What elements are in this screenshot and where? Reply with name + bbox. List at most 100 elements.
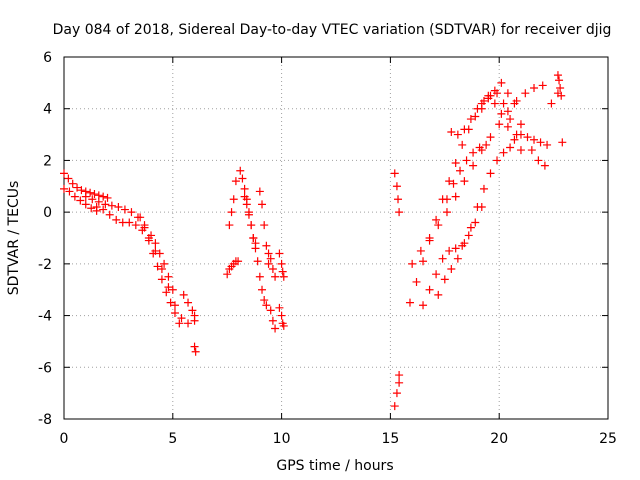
chart-title: Day 084 of 2018, Sidereal Day-to-day VTE… — [53, 22, 612, 38]
data-point — [99, 192, 108, 201]
data-point — [73, 183, 82, 192]
data-point — [416, 246, 425, 255]
data-point — [127, 208, 136, 217]
data-point — [438, 254, 447, 263]
y-tick-label: -4 — [38, 309, 52, 325]
data-point — [65, 187, 74, 196]
x-axis-label: GPS time / hours — [276, 458, 393, 474]
data-point — [184, 298, 193, 307]
data-point — [190, 342, 199, 351]
x-tick-label: 20 — [490, 431, 508, 447]
data-point — [151, 239, 160, 248]
data-point — [275, 303, 284, 312]
data-point — [475, 143, 484, 152]
data-point — [223, 270, 232, 279]
data-point — [262, 301, 271, 310]
grid — [64, 57, 608, 419]
data-point — [425, 234, 434, 242]
data-point — [70, 192, 79, 201]
data-point — [558, 138, 567, 147]
data-point — [170, 301, 179, 310]
data-point — [120, 205, 129, 214]
data-point — [497, 109, 506, 118]
data-point — [442, 208, 451, 217]
data-point — [453, 130, 462, 139]
data-point — [445, 246, 454, 255]
data-point — [157, 275, 166, 284]
x-tick-label: 10 — [273, 431, 291, 447]
data-point — [464, 231, 473, 240]
data-point — [164, 272, 173, 281]
data-point — [543, 140, 552, 149]
data-point — [538, 81, 547, 90]
data-point — [77, 186, 86, 195]
data-point — [499, 99, 508, 108]
data-point — [253, 257, 262, 266]
data-point — [471, 112, 480, 121]
data-point — [506, 143, 515, 152]
data-point — [266, 254, 275, 263]
data-point — [260, 296, 269, 305]
y-tick-label: -8 — [38, 412, 52, 428]
data-point — [425, 285, 434, 294]
data-point — [258, 285, 267, 294]
data-point — [495, 120, 504, 129]
data-point — [473, 202, 482, 211]
data-points — [60, 71, 567, 411]
data-point — [405, 298, 414, 307]
data-point — [81, 192, 90, 201]
data-point — [164, 283, 173, 292]
data-point — [395, 371, 404, 380]
data-point — [516, 130, 525, 139]
data-point — [179, 290, 188, 299]
data-point — [87, 204, 96, 213]
data-point — [479, 96, 488, 105]
data-point — [234, 257, 243, 266]
data-point — [445, 177, 454, 186]
data-point — [497, 78, 506, 87]
data-point — [527, 146, 536, 155]
data-point — [86, 188, 95, 197]
data-point — [160, 259, 169, 268]
data-point — [271, 272, 280, 281]
x-tick-label: 15 — [381, 431, 399, 447]
data-point — [255, 187, 264, 196]
data-point — [168, 285, 177, 294]
data-point — [392, 182, 401, 191]
data-point — [227, 208, 236, 217]
x-tick-label: 5 — [168, 431, 177, 447]
data-point — [101, 200, 110, 209]
data-point — [419, 301, 428, 310]
data-point — [238, 174, 247, 183]
data-point — [236, 166, 245, 175]
data-point — [556, 84, 565, 93]
y-tick-label: 2 — [43, 153, 52, 169]
x-tick-label: 0 — [60, 431, 69, 447]
data-point — [553, 71, 562, 80]
data-point — [434, 290, 443, 299]
data-point — [114, 202, 123, 211]
data-point — [523, 133, 532, 142]
data-point — [264, 249, 273, 258]
data-point — [112, 215, 121, 224]
data-point — [170, 308, 179, 317]
data-point — [432, 270, 441, 279]
data-point — [469, 148, 478, 157]
data-point — [516, 120, 525, 129]
data-point — [81, 200, 90, 209]
data-point — [510, 135, 519, 144]
data-point — [275, 249, 284, 258]
y-tick-label: -2 — [38, 257, 52, 273]
data-point — [453, 254, 462, 263]
data-point — [471, 218, 480, 227]
data-point — [264, 259, 273, 268]
data-point — [140, 223, 149, 232]
data-point — [503, 107, 512, 116]
data-point — [432, 215, 441, 224]
data-point — [557, 91, 566, 100]
data-point — [268, 265, 277, 274]
y-tick-label: -6 — [38, 360, 52, 376]
data-point — [258, 200, 267, 209]
data-point — [555, 76, 564, 85]
